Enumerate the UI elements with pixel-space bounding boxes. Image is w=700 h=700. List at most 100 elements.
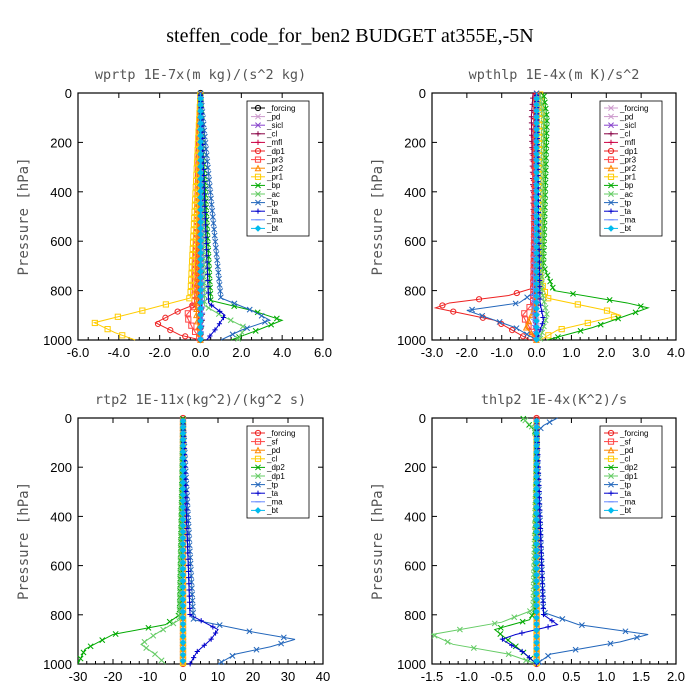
- data-point: [198, 618, 204, 624]
- data-point: [197, 255, 204, 263]
- data-point: [179, 436, 187, 443]
- data-point: [179, 485, 187, 493]
- data-point: [202, 209, 208, 216]
- data-point: [197, 132, 204, 140]
- legend-label: _pr2: [266, 164, 284, 173]
- data-point: [150, 632, 157, 639]
- data-point: [179, 448, 187, 456]
- legend: _forcing_sf_pd_cl_dp2_dp1_tp_ta_ma_bt: [246, 425, 310, 519]
- x-tick-label: -10: [139, 669, 158, 684]
- data-point: [179, 565, 187, 573]
- data-point: [533, 212, 540, 220]
- data-point: [197, 311, 204, 319]
- y-tick-label: 1000: [43, 657, 72, 672]
- data-point: [533, 571, 540, 579]
- data-point: [584, 319, 591, 327]
- data-point: [179, 571, 187, 579]
- data-point: [190, 233, 197, 240]
- data-point: [522, 323, 530, 331]
- data-point: [211, 232, 218, 239]
- data-point: [539, 107, 546, 114]
- data-point: [197, 249, 204, 257]
- legend-label: _mfl: [619, 138, 635, 147]
- legend-label: _pr3: [619, 155, 637, 164]
- data-point: [533, 175, 540, 183]
- legend-marker: [608, 464, 614, 471]
- data-point: [543, 130, 550, 137]
- data-point: [539, 249, 546, 256]
- data-point: [539, 321, 545, 327]
- data-point: [187, 288, 194, 296]
- data-point: [80, 649, 87, 656]
- data-point: [197, 225, 204, 232]
- legend-label: _bt: [619, 224, 632, 233]
- data-point: [205, 296, 212, 302]
- data-point: [246, 306, 253, 313]
- legend-label: _mfl: [266, 138, 282, 147]
- legend-label: _tp: [619, 198, 632, 207]
- data-point: [212, 244, 219, 251]
- data-point: [197, 218, 204, 226]
- data-point: [204, 271, 211, 277]
- data-point: [538, 116, 545, 123]
- data-point: [541, 93, 547, 100]
- data-point: [533, 633, 540, 640]
- y-axis-label: Pressure [hPa]: [370, 482, 386, 600]
- data-point: [197, 163, 204, 170]
- data-point: [205, 277, 211, 284]
- data-point: [253, 646, 260, 653]
- data-point: [533, 565, 540, 573]
- data-point: [189, 245, 196, 252]
- legend-marker: [607, 156, 615, 163]
- data-point: [538, 538, 544, 544]
- data-point: [210, 624, 216, 630]
- data-point: [87, 643, 94, 650]
- data-point: [227, 317, 234, 324]
- legend-marker: [254, 173, 262, 180]
- y-tick-label: 600: [404, 559, 426, 574]
- data-point: [539, 562, 545, 568]
- data-point: [191, 214, 198, 222]
- data-point: [204, 253, 210, 259]
- data-point: [197, 194, 204, 201]
- legend-label: _cl: [619, 455, 630, 464]
- data-point: [533, 169, 540, 177]
- data-point: [533, 651, 540, 659]
- chart-panel-1: wprtp 1E-7x(m kg)/(s^2 kg) Pressure [hPa]…: [16, 67, 332, 360]
- data-point: [606, 297, 613, 303]
- data-point: [540, 599, 546, 605]
- data-point: [179, 473, 187, 480]
- data-point: [536, 495, 542, 501]
- data-point: [197, 237, 204, 245]
- legend-label: _bt: [266, 506, 279, 515]
- legend-label: _sf: [619, 437, 631, 446]
- legend-marker: [608, 113, 614, 120]
- data-point: [540, 156, 547, 163]
- data-point: [179, 510, 187, 517]
- data-point: [533, 590, 540, 597]
- data-point: [179, 608, 187, 616]
- data-point: [183, 495, 189, 501]
- data-point: [187, 282, 194, 290]
- data-point: [533, 645, 540, 653]
- legend-label: _ac: [619, 190, 633, 199]
- data-point: [533, 454, 540, 462]
- data-point: [543, 142, 550, 149]
- data-point: [533, 107, 540, 115]
- data-point: [525, 317, 533, 325]
- data-point: [542, 161, 549, 168]
- data-point: [179, 516, 187, 523]
- x-tick-label: 0: [179, 669, 186, 684]
- data-point: [179, 528, 187, 536]
- legend: _forcing_pd_sicl_cl_mfl_dp1_pr3_pr2_pr1_…: [246, 100, 310, 237]
- data-point: [470, 645, 477, 651]
- legend-marker: [607, 438, 615, 445]
- data-point: [209, 207, 216, 214]
- data-point: [197, 243, 204, 251]
- data-point: [212, 238, 219, 245]
- data-point: [537, 290, 543, 296]
- data-point: [197, 169, 204, 177]
- legend-label: _sicl: [619, 121, 636, 130]
- data-point: [549, 284, 556, 291]
